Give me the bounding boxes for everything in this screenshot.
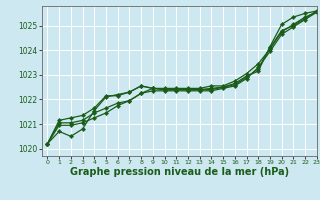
X-axis label: Graphe pression niveau de la mer (hPa): Graphe pression niveau de la mer (hPa) bbox=[70, 167, 289, 177]
